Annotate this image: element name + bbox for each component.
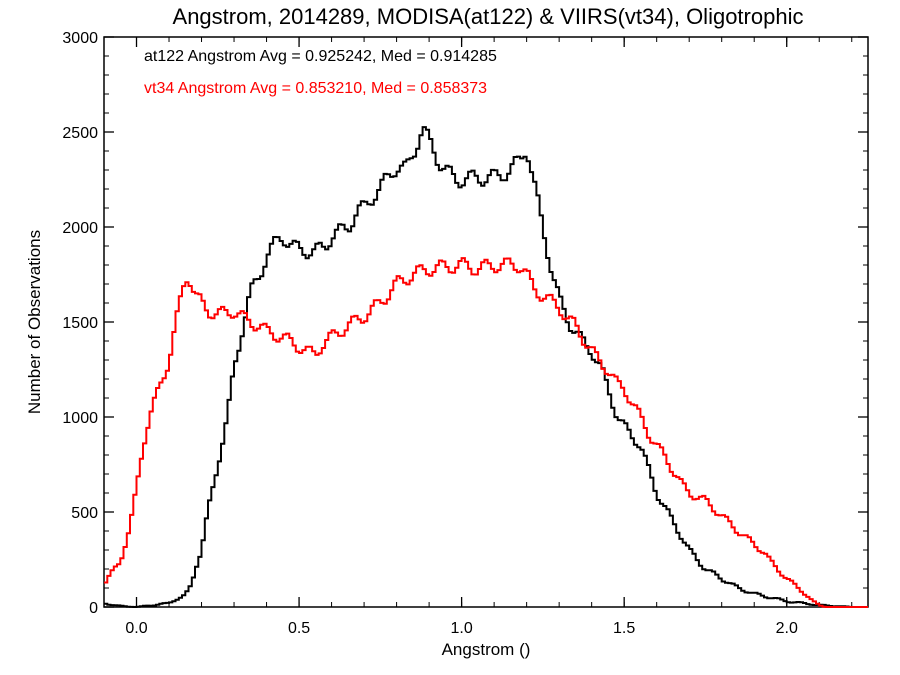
- y-tick-label: 1500: [62, 315, 98, 332]
- series-vt34-histogram: [104, 257, 868, 608]
- chart-title: Angstrom, 2014289, MODISA(at122) & VIIRS…: [173, 4, 804, 29]
- legend-at122: at122 Angstrom Avg = 0.925242, Med = 0.9…: [144, 48, 497, 65]
- plot-area-frame: [103, 36, 869, 608]
- x-tick-label: 1.5: [613, 620, 635, 637]
- x-axis-label: Angstrom (): [442, 640, 531, 659]
- x-tick-label: 0.5: [288, 620, 310, 637]
- y-tick-label: 500: [71, 505, 98, 522]
- x-tick-label: 2.0: [776, 620, 798, 637]
- y-tick-label: 1000: [62, 410, 98, 427]
- x-tick-label: 0.0: [125, 620, 147, 637]
- y-tick-label: 0: [89, 600, 98, 617]
- series-layer: [104, 126, 868, 608]
- legend-vt34: vt34 Angstrom Avg = 0.853210, Med = 0.85…: [144, 80, 487, 97]
- series-at122-histogram: [104, 126, 868, 608]
- axis-ticks: 0.0 0.5 1.0 1.5 2.0 0 500 1000 1500 2000 2500 3000: [62, 30, 868, 637]
- y-tick-label: 2500: [62, 125, 98, 142]
- y-tick-label: 2000: [62, 220, 98, 237]
- y-tick-label: 3000: [62, 30, 98, 47]
- y-axis-label: Number of Observations: [25, 230, 44, 414]
- x-tick-label: 1.0: [450, 620, 472, 637]
